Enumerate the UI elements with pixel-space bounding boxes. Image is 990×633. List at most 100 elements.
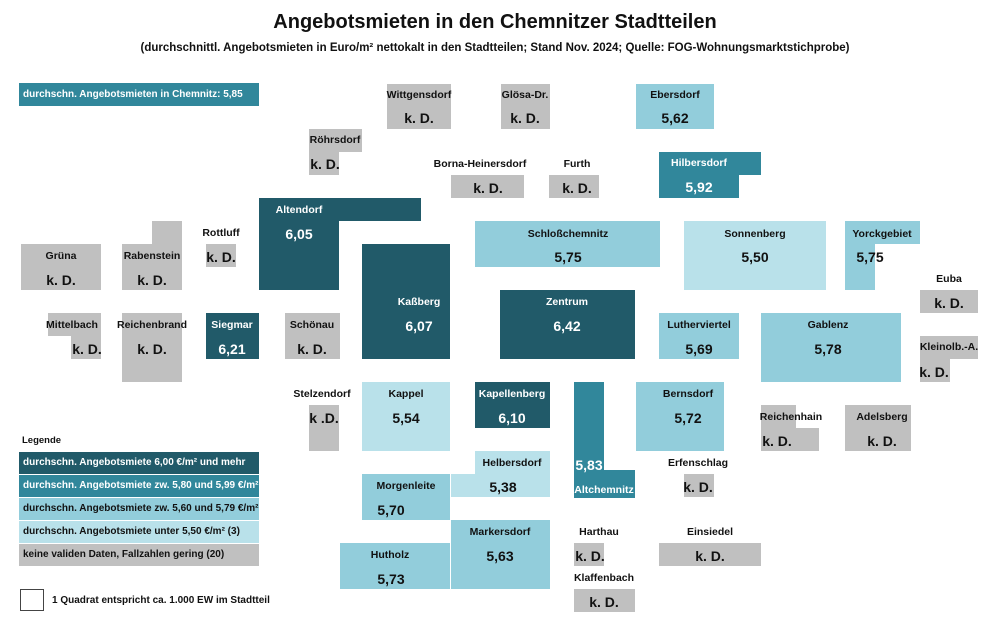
district-label-reichenbrand: Reichenbrand [116, 319, 188, 331]
district-block-ebersdorf [636, 84, 714, 129]
district-label-einsiedel: Einsiedel [686, 526, 734, 538]
district-block-klaffenbach [574, 589, 635, 612]
district-block-rabenstein-1 [152, 221, 182, 244]
district-label-kleinolb-a: Kleinolb.-A. [919, 341, 979, 353]
district-value-adelsberg: k. D. [867, 433, 897, 449]
district-block-reichenhain-1 [761, 428, 819, 451]
legend-item-cat1: durchschn. Angebotsmiete 6,00 €/m² und m… [19, 452, 259, 490]
legend-title: Legende [22, 435, 62, 446]
district-block-reichenbrand [122, 313, 182, 382]
district-label-rohrsdorf: Röhrsdorf [309, 134, 361, 146]
district-block-erfenschlag [684, 474, 714, 497]
district-block-adelsberg [845, 405, 911, 451]
district-label-schonau: Schönau [289, 319, 335, 331]
district-value-glosa-dr: k. D. [510, 110, 540, 126]
district-block-rohrsdorf-1 [309, 129, 362, 152]
district-value-hilbersdorf: 5,92 [685, 179, 713, 195]
district-block-altchemnitz-2 [574, 470, 635, 498]
district-label-bernsdorf: Bernsdorf [662, 388, 714, 400]
district-block-wittgensdorf [387, 84, 451, 129]
district-value-schonau: k. D. [297, 341, 327, 357]
district-label-wittgensdorf: Wittgensdorf [386, 89, 452, 101]
district-value-reichenhain: k. D. [762, 433, 792, 449]
district-value-rabenstein: k. D. [137, 272, 167, 288]
district-value-wittgensdorf: k. D. [404, 110, 434, 126]
district-value-mittelbach: k. D. [72, 341, 102, 357]
district-value-kassberg: 6,07 [405, 318, 433, 334]
district-block-euba [920, 290, 978, 313]
district-value-kappel: 5,54 [392, 410, 420, 426]
district-label-rottluff: Rottluff [202, 227, 240, 239]
legend-item-cat5: keine validen Daten, Fallzahlen gering (… [19, 544, 259, 566]
chart-subtitle: (durchschnittl. Angebotsmieten in Euro/m… [140, 42, 850, 54]
district-label-harthau: Harthau [579, 526, 619, 538]
district-label-borna-heinersdorf: Borna-Heinersdorf [433, 158, 527, 170]
district-label-kapellenberg: Kapellenberg [478, 388, 546, 400]
district-value-hutholz: 5,73 [377, 571, 405, 587]
district-block-yorckgebiet-2 [845, 244, 875, 290]
district-label-reichenhain: Reichenhain [759, 411, 823, 423]
district-label-altendorf: Altendorf [275, 204, 323, 216]
district-value-furth: k. D. [562, 180, 592, 196]
district-block-morgenleite [362, 474, 450, 520]
district-label-glosa-dr: Glösa-Dr. [501, 89, 549, 101]
district-block-bernsdorf [636, 382, 724, 451]
district-label-gablenz: Gablenz [807, 319, 849, 331]
district-label-yorckgebiet: Yorckgebiet [852, 228, 912, 240]
legend-item-cat4: durchschn. Angebotsmiete unter 5,50 €/m²… [19, 521, 259, 543]
district-label-schlosschemnitz: Schloßchemnitz [527, 228, 609, 240]
district-label-stelzendorf: Stelzendorf [293, 388, 351, 400]
district-label-morgenleite: Morgenleite [376, 480, 436, 492]
district-label-hutholz: Hutholz [370, 549, 410, 561]
district-value-rohrsdorf: k. D. [310, 156, 340, 172]
district-block-altchemnitz-1 [574, 382, 604, 470]
district-value-schlosschemnitz: 5,75 [554, 249, 582, 265]
scale-note: 1 Quadrat entspricht ca. 1.000 EW im Sta… [52, 595, 270, 606]
district-block-schlosschemnitz [475, 221, 660, 267]
district-label-adelsberg: Adelsberg [856, 411, 908, 423]
scale-square [20, 589, 44, 611]
district-value-markersdorf: 5,63 [486, 548, 514, 564]
district-block-kleinolb-a-2 [920, 359, 950, 382]
district-block-gablenz [761, 313, 901, 382]
district-block-hilbersdorf-1 [659, 152, 761, 175]
district-block-furth [549, 175, 599, 198]
district-label-euba: Euba [936, 273, 962, 285]
district-block-lutherviertel [659, 313, 739, 359]
district-value-stelzendorf: k .D. [309, 410, 339, 426]
district-block-sonnenberg [684, 221, 826, 290]
district-block-kleinolb-a-1 [920, 336, 978, 359]
chart-title: Angebotsmieten in den Chemnitzer Stadtte… [273, 11, 717, 33]
legend-item-cat3: durchschn. Angebotsmiete zw. 5,60 und 5,… [19, 498, 259, 536]
district-label-zentrum: Zentrum [546, 296, 588, 308]
district-label-hilbersdorf: Hilbersdorf [670, 157, 728, 169]
district-label-furth: Furth [563, 158, 591, 170]
district-value-altchemnitz: 5,83 [575, 457, 603, 473]
district-block-stelzendorf [309, 405, 339, 451]
district-block-hilbersdorf-2 [659, 175, 739, 198]
district-label-ebersdorf: Ebersdorf [650, 89, 700, 101]
district-block-rabenstein-2 [122, 244, 182, 290]
district-value-gruna: k. D. [46, 272, 76, 288]
district-value-ebersdorf: 5,62 [661, 110, 689, 126]
district-label-kassberg: Kaßberg [397, 296, 441, 308]
district-block-rottluff [206, 244, 236, 267]
district-value-gablenz: 5,78 [814, 341, 842, 357]
district-value-kapellenberg: 6,10 [498, 410, 526, 426]
district-label-rabenstein: Rabenstein [123, 250, 181, 262]
district-block-rohrsdorf-2 [309, 152, 339, 175]
district-block-schonau [285, 313, 340, 359]
district-label-sonnenberg: Sonnenberg [724, 228, 786, 240]
district-block-reichenhain-2 [761, 405, 796, 428]
district-block-mittelbach-1 [48, 313, 101, 336]
district-label-klaffenbach: Klaffenbach [573, 572, 635, 584]
district-value-altendorf: 6,05 [285, 226, 313, 242]
district-value-einsiedel: k. D. [695, 548, 725, 564]
district-label-kappel: Kappel [388, 388, 424, 400]
district-block-glosa-dr [501, 84, 550, 129]
district-value-zentrum: 6,42 [553, 318, 581, 334]
district-label-mittelbach: Mittelbach [46, 319, 98, 331]
district-label-erfenschlag: Erfenschlag [667, 457, 729, 469]
district-label-helbersdorf: Helbersdorf [482, 457, 542, 469]
district-label-altchemnitz: Altchemnitz [574, 484, 634, 496]
